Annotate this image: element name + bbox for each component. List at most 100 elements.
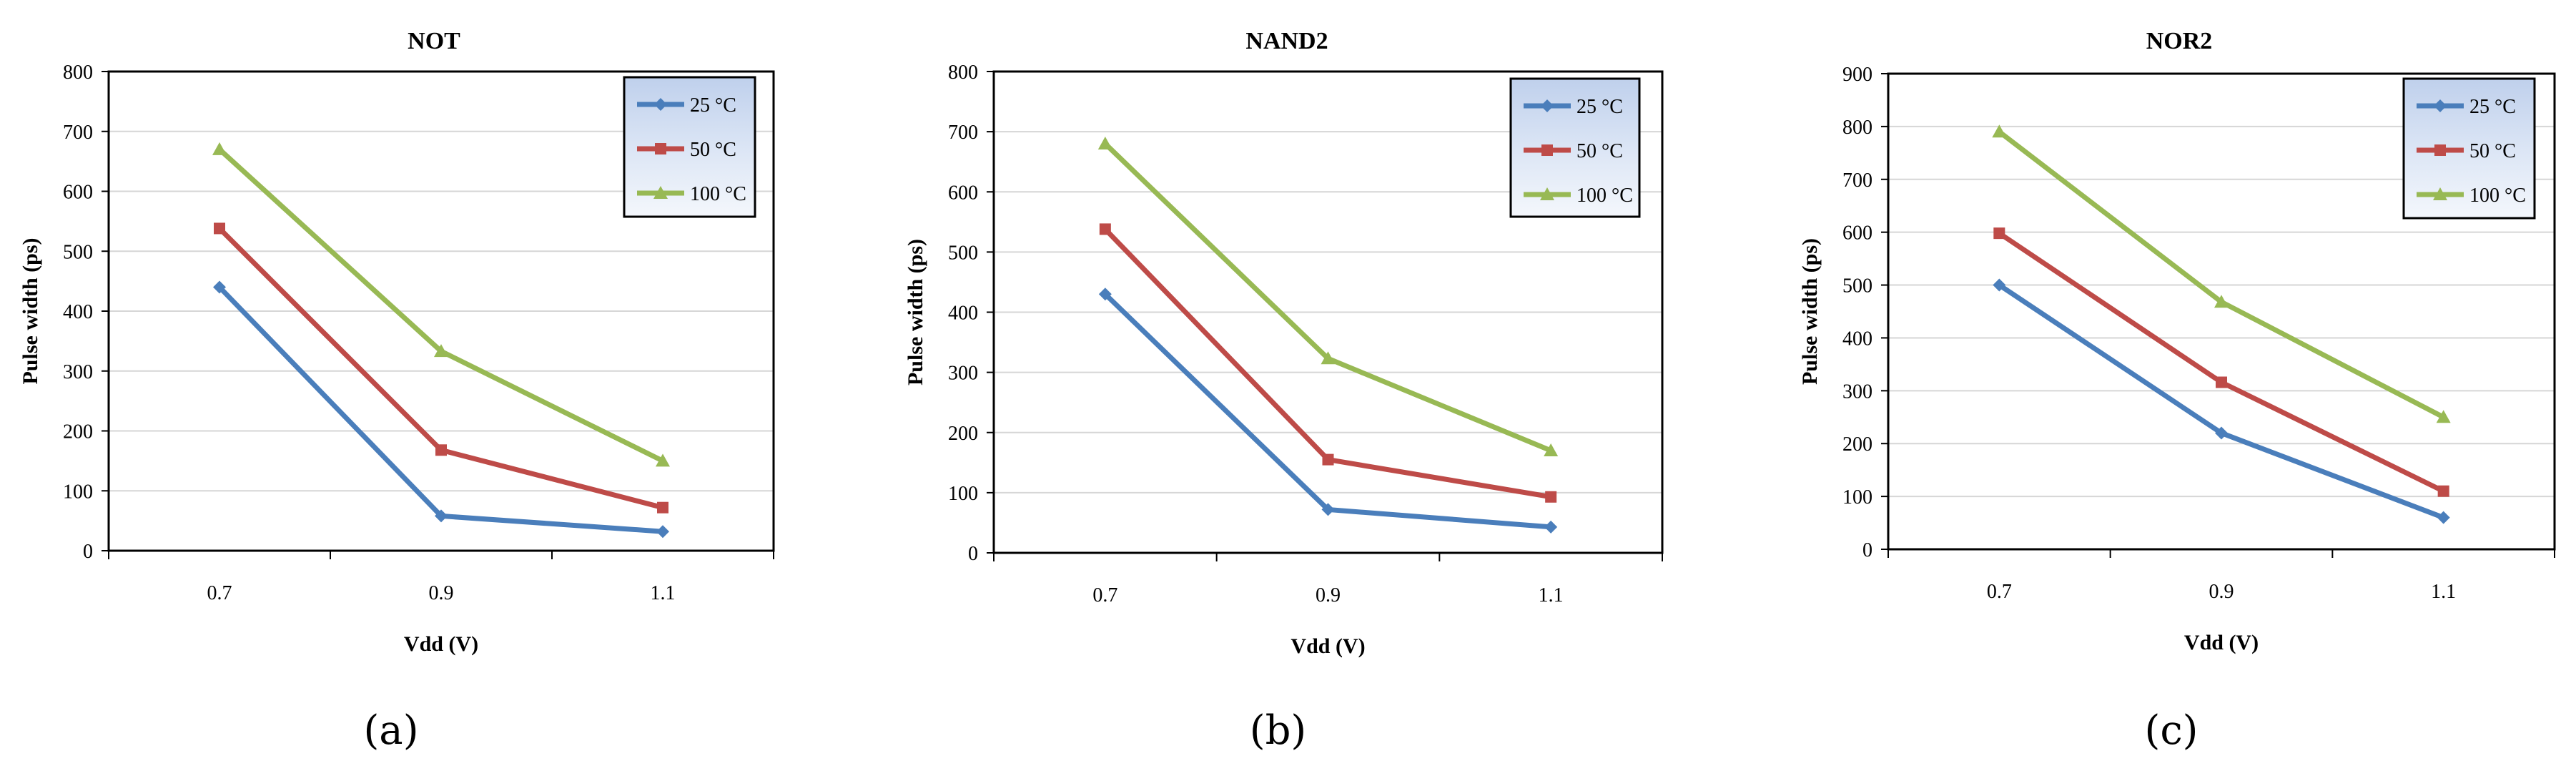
data-point [1545, 491, 1557, 503]
legend-label: 100 °C [690, 183, 746, 205]
x-tick-label: 0.9 [1316, 584, 1341, 607]
legend-swatch-marker [654, 98, 667, 111]
x-tick-label: 0.7 [1092, 584, 1117, 607]
series-2 [1992, 124, 2451, 423]
y-tick-label: 100 [1842, 486, 1872, 509]
data-point [656, 453, 670, 467]
x-tick-label: 1.1 [1539, 584, 1564, 607]
y-tick-label: 400 [948, 303, 978, 325]
y-tick-label: 0 [968, 543, 978, 565]
y-axis-title: Pulse width (ps) [1798, 238, 1822, 385]
chart-title: NAND2 [1245, 28, 1328, 54]
legend-label: 50 °C [690, 139, 736, 161]
legend-swatch-marker [1540, 187, 1554, 200]
y-tick-label: 600 [63, 182, 93, 204]
y-tick-label: 0 [1862, 539, 1872, 561]
data-point [1097, 136, 1112, 149]
y-tick-label: 900 [1842, 64, 1872, 86]
x-axis-title: Vdd (V) [2184, 631, 2259, 654]
plot-area-border [992, 70, 1664, 554]
legend-label: 25 °C [690, 94, 736, 117]
data-point [2437, 511, 2450, 524]
plot-area-border [1887, 72, 2556, 551]
x-tick-label: 0.7 [1987, 581, 2012, 603]
data-point [657, 501, 668, 514]
legend-swatch-marker [2434, 144, 2446, 156]
data-point [1544, 520, 1558, 534]
data-point [656, 525, 669, 539]
data-point [2437, 485, 2449, 497]
chart-panel-b: NAND2 0 100 200 300 400 500 600 700 800 0.7 0.9 1.1 V… [904, 28, 1664, 754]
data-point [434, 344, 448, 358]
y-tick-label: 700 [1842, 170, 1872, 192]
data-point [435, 509, 448, 523]
legend-swatch-marker [2434, 99, 2447, 112]
series-line [1998, 129, 2445, 420]
x-tick-label: 0.9 [429, 582, 454, 604]
series-line [217, 147, 664, 463]
y-tick-label: 200 [63, 421, 93, 443]
y-axis-title: Pulse width (ps) [904, 239, 927, 386]
chart-title: NOT [408, 28, 460, 54]
data-point [1992, 124, 2007, 138]
legend-label: 100 °C [2469, 185, 2526, 207]
y-tick-label: 500 [948, 242, 978, 264]
series-line [217, 285, 663, 534]
chart-panel-a: NOT 0 100 200 300 400 500 600 700 800 0.7 0.9 1.1 Vdd… [19, 28, 775, 754]
data-point [212, 142, 227, 155]
y-tick-label: 100 [63, 481, 93, 503]
legend: 25 °C 50 °C 100 °C [623, 76, 756, 218]
data-point [214, 222, 225, 235]
series-0 [213, 280, 669, 539]
legend: 25 °C 50 °C 100 °C [2402, 77, 2536, 220]
y-tick-label: 0 [83, 541, 93, 563]
data-point [1322, 453, 1334, 466]
legend-label: 25 °C [2469, 96, 2516, 118]
legend-swatch-marker [655, 143, 666, 154]
y-tick-label: 300 [948, 363, 978, 385]
y-tick-label: 600 [1842, 222, 1872, 245]
x-axis-title: Vdd (V) [404, 632, 478, 656]
data-point [1993, 227, 2005, 240]
legend-label: 100 °C [1576, 185, 1633, 207]
y-tick-label: 800 [948, 62, 978, 84]
y-tick-label: 400 [1842, 328, 1872, 350]
y-tick-label: 700 [63, 122, 93, 144]
x-tick-label: 1.1 [651, 582, 676, 604]
legend-label: 25 °C [1576, 96, 1623, 118]
legend-swatch-marker [1541, 144, 1553, 156]
data-point [2214, 295, 2229, 308]
series-line [1998, 231, 2445, 493]
data-point [1099, 223, 1111, 235]
y-tick-label: 400 [63, 301, 93, 323]
legend-swatch-marker [1541, 99, 1554, 112]
y-tick-label: 100 [948, 483, 978, 505]
y-tick-label: 500 [1842, 275, 1872, 298]
figure-caption: (a) [363, 707, 418, 754]
y-tick-label: 700 [948, 122, 978, 144]
x-axis-title: Vdd (V) [1291, 634, 1365, 658]
y-tick-label: 300 [1842, 380, 1872, 403]
data-point [2216, 376, 2227, 388]
plot-area-border [107, 70, 775, 552]
series-2 [1097, 136, 1559, 456]
figure-caption: (b) [1250, 707, 1307, 754]
x-tick-label: 1.1 [2431, 581, 2456, 603]
x-tick-label: 0.7 [207, 582, 232, 604]
data-point [1321, 351, 1336, 365]
y-tick-label: 800 [63, 62, 93, 84]
legend-swatch-marker [2433, 187, 2447, 200]
series-1 [1099, 223, 1557, 503]
data-point [1993, 278, 2006, 292]
data-point [2215, 426, 2228, 440]
series-2 [212, 142, 670, 467]
y-tick-label: 600 [948, 182, 978, 204]
series-line [1998, 283, 2444, 520]
data-point [213, 280, 226, 294]
data-point [2436, 410, 2451, 423]
data-point [1544, 443, 1559, 456]
y-tick-label: 800 [1842, 117, 1872, 139]
chart-panel-c: NOR2 0 100 200 300 400 500 600 700 800 900 0.7 0.9 1.… [1798, 28, 2556, 754]
series-1 [214, 222, 668, 514]
